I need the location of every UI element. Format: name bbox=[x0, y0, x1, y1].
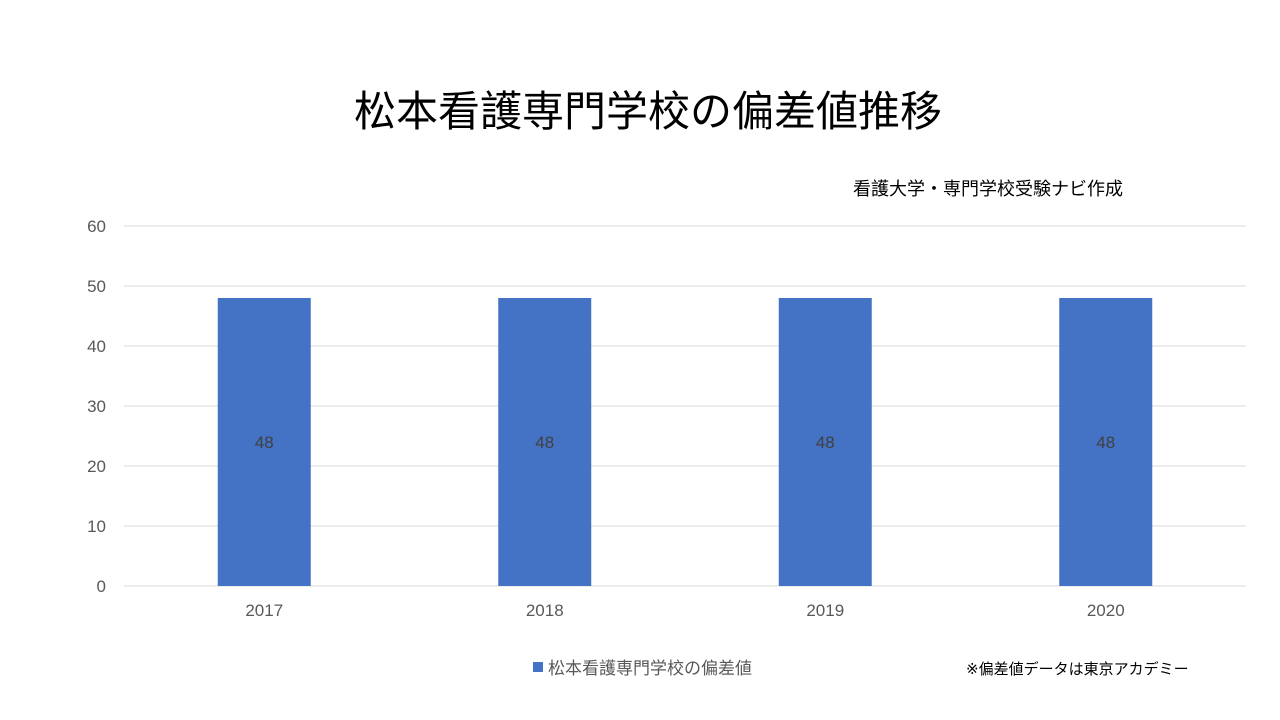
chart-credit: 看護大学・専門学校受験ナビ作成 bbox=[853, 179, 1123, 200]
y-tick-label: 60 bbox=[87, 217, 106, 236]
bar bbox=[498, 298, 592, 586]
bars: 48 48 48 48 bbox=[217, 298, 1153, 586]
y-tick-label: 50 bbox=[87, 277, 106, 296]
bar bbox=[778, 298, 872, 586]
bar-data-label: 48 bbox=[1096, 433, 1115, 452]
gridlines bbox=[124, 225, 1246, 587]
legend-swatch bbox=[533, 661, 543, 672]
x-axis-ticks: 2017 2018 2019 2020 bbox=[245, 601, 1124, 620]
x-tick-label: 2019 bbox=[806, 601, 844, 620]
chart-title: 松本看護専門学校の偏差値推移 bbox=[353, 87, 942, 136]
legend-label: 松本看護専門学校の偏差値 bbox=[548, 659, 752, 679]
x-tick-label: 2018 bbox=[526, 601, 564, 620]
legend: 松本看護専門学校の偏差値 bbox=[533, 654, 752, 679]
y-axis-ticks: 0 10 20 30 40 50 60 bbox=[87, 217, 106, 596]
bar bbox=[1059, 298, 1153, 586]
bar-data-label: 48 bbox=[255, 433, 274, 452]
y-tick-label: 20 bbox=[87, 457, 106, 476]
y-tick-label: 10 bbox=[87, 517, 106, 536]
bar-data-label: 48 bbox=[535, 433, 554, 452]
x-tick-label: 2017 bbox=[245, 601, 283, 620]
y-tick-label: 40 bbox=[87, 337, 106, 356]
bar-data-label: 48 bbox=[816, 433, 835, 452]
x-tick-label: 2020 bbox=[1087, 601, 1125, 620]
y-tick-label: 30 bbox=[87, 397, 106, 416]
data-source-note: ※偏差値データは東京アカデミー bbox=[966, 660, 1189, 678]
bar bbox=[217, 298, 311, 586]
y-tick-label: 0 bbox=[97, 577, 106, 596]
